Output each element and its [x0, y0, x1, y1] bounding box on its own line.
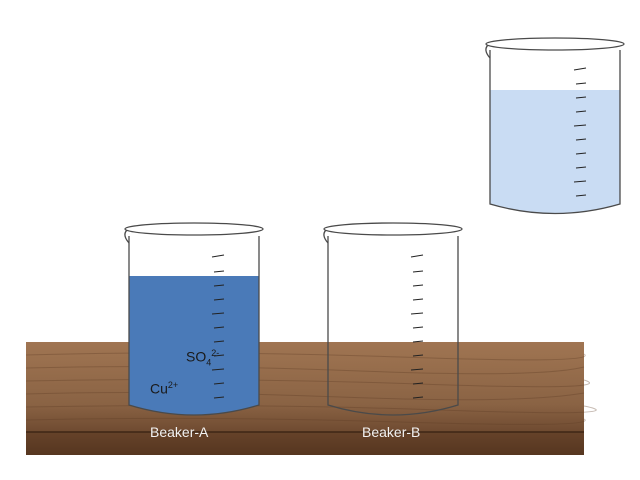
- beaker-b: [323, 222, 463, 416]
- glass-beaker-icon: [327, 236, 459, 416]
- beaker-c: [485, 37, 625, 215]
- beaker-a-graduations: [211, 254, 225, 399]
- sulfate-ion-charge: 2-: [211, 348, 220, 358]
- sulfate-ion-subscript: 4: [206, 357, 212, 368]
- beaker-a-spout: [124, 229, 130, 244]
- sulfate-ion-label: SO42-: [186, 348, 219, 367]
- beaker-b-graduations: [410, 254, 424, 399]
- wooden-table-icon: [25, 342, 597, 455]
- beaker-a: [124, 222, 264, 416]
- glass-beaker-icon: [128, 236, 260, 416]
- beaker-c-graduations: [573, 67, 587, 197]
- beaker-b-spout: [323, 229, 329, 244]
- glass-beaker-icon: [489, 50, 621, 215]
- beaker-c-rim: [485, 37, 625, 51]
- copper-ion-label: Cu2+: [150, 380, 178, 397]
- beaker-b-label: Beaker-B: [362, 424, 421, 440]
- copper-ion-base: Cu: [150, 380, 168, 397]
- beaker-a-label: Beaker-A: [150, 424, 209, 440]
- table-edge: [26, 432, 584, 455]
- copper-ion-charge: 2+: [167, 380, 179, 390]
- beaker-a-rim: [124, 222, 264, 236]
- sulfate-ion-base: SO: [186, 348, 207, 365]
- beaker-a-solution: [129, 276, 259, 415]
- beaker-c-solution: [490, 90, 620, 214]
- beaker-c-spout: [485, 44, 491, 59]
- beaker-b-rim: [323, 222, 463, 236]
